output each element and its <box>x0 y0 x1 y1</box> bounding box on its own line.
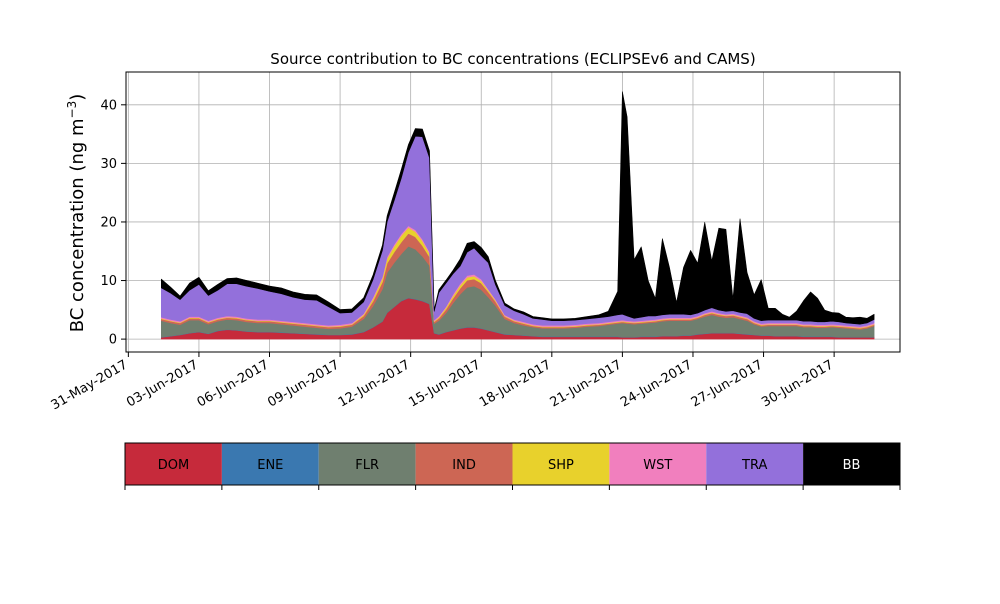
legend-label-flr: FLR <box>355 458 379 473</box>
legend-label-ene: ENE <box>257 458 283 473</box>
x-tick-label: 12-Jun-2017 <box>336 357 413 410</box>
legend-label-tra: TRA <box>741 458 767 473</box>
legend-label-ind: IND <box>452 458 476 473</box>
plot-frame <box>125 71 901 353</box>
x-tick-label: 30-Jun-2017 <box>759 357 836 410</box>
y-tick-label: 40 <box>100 98 117 113</box>
stacked-area-layer <box>160 91 875 340</box>
x-tick-label: 18-Jun-2017 <box>477 357 554 410</box>
y-tick-label: 20 <box>100 215 117 230</box>
y-axis-label-close: ) <box>67 94 88 101</box>
y-tick-label: 0 <box>109 333 117 348</box>
y-tick-label: 10 <box>100 274 117 289</box>
y-axis-label-superscript: −3 <box>65 101 79 119</box>
x-tick-label: 15-Jun-2017 <box>406 357 483 410</box>
legend-colorbar: DOM ENE FLR IND SHP WST TRA BB <box>124 442 901 490</box>
x-tick-label: 21-Jun-2017 <box>548 357 625 410</box>
legend-swatch-ene <box>221 443 319 485</box>
chart-title: Source contribution to BC concentrations… <box>270 50 755 68</box>
x-tick-label: 09-Jun-2017 <box>265 357 342 410</box>
x-tick-label: 06-Jun-2017 <box>195 357 272 410</box>
legend-label-bb: BB <box>843 458 861 473</box>
legend-swatch-tra <box>706 443 804 485</box>
legend-swatch-flr <box>318 443 416 485</box>
x-tick-label: 24-Jun-2017 <box>618 357 695 410</box>
legend-label-shp: SHP <box>548 458 574 473</box>
y-axis-label: BC concentration (ng m−3) <box>65 94 88 333</box>
x-tick-label: 03-Jun-2017 <box>124 357 201 410</box>
legend-label-dom: DOM <box>158 458 189 473</box>
legend-swatch-wst <box>609 443 707 485</box>
legend-label-wst: WST <box>643 458 672 473</box>
y-axis-label-main: BC concentration (ng m <box>67 118 88 332</box>
legend-swatch-ind <box>415 443 513 485</box>
x-tick-label: 27-Jun-2017 <box>689 357 766 410</box>
area-bb <box>160 91 875 325</box>
legend-swatch-shp <box>512 443 610 485</box>
legend-swatch-bb <box>803 443 900 485</box>
x-tick-label: 31-May-2017 <box>49 357 131 413</box>
y-tick-label: 30 <box>100 157 117 172</box>
legend-swatch-dom <box>125 443 222 485</box>
area-tra <box>160 135 875 327</box>
